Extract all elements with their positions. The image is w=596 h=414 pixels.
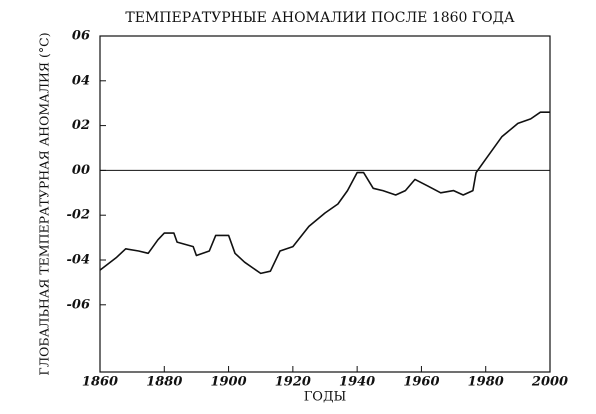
y-tick-label: 04 — [72, 73, 90, 88]
x-tick-label: 1900 — [210, 375, 246, 390]
x-tick-label: 1940 — [339, 375, 375, 390]
x-tick-label: 1920 — [275, 375, 311, 390]
x-tick-label: 1860 — [82, 375, 118, 390]
y-axis-label: ГЛОБАЛЬНАЯ ТЕМПЕРАТУРНАЯ АНОМАЛИЯ (°C) — [37, 32, 52, 375]
line — [99, 111, 550, 275]
x-tick-label: 2000 — [531, 375, 568, 390]
x-tick-label: 1880 — [146, 375, 182, 390]
y-tick-label: -04 — [67, 253, 91, 268]
y-tick-label: 02 — [72, 118, 90, 133]
x-tick-label: 1960 — [403, 375, 439, 390]
plot-frame — [99, 35, 551, 373]
x-axis-label: ГОДЫ — [304, 390, 347, 405]
x-tick-label: 1980 — [468, 375, 504, 390]
y-tick-label: -06 — [67, 297, 91, 312]
chart-title: ТЕМПЕРАТУРНЫЕ АНОМАЛИИ ПОСЛЕ 1860 ГОДА — [125, 10, 515, 26]
y-tick-label: 00 — [72, 163, 90, 178]
y-tick-label: -02 — [67, 208, 91, 223]
y-tick-label: 06 — [72, 29, 90, 44]
